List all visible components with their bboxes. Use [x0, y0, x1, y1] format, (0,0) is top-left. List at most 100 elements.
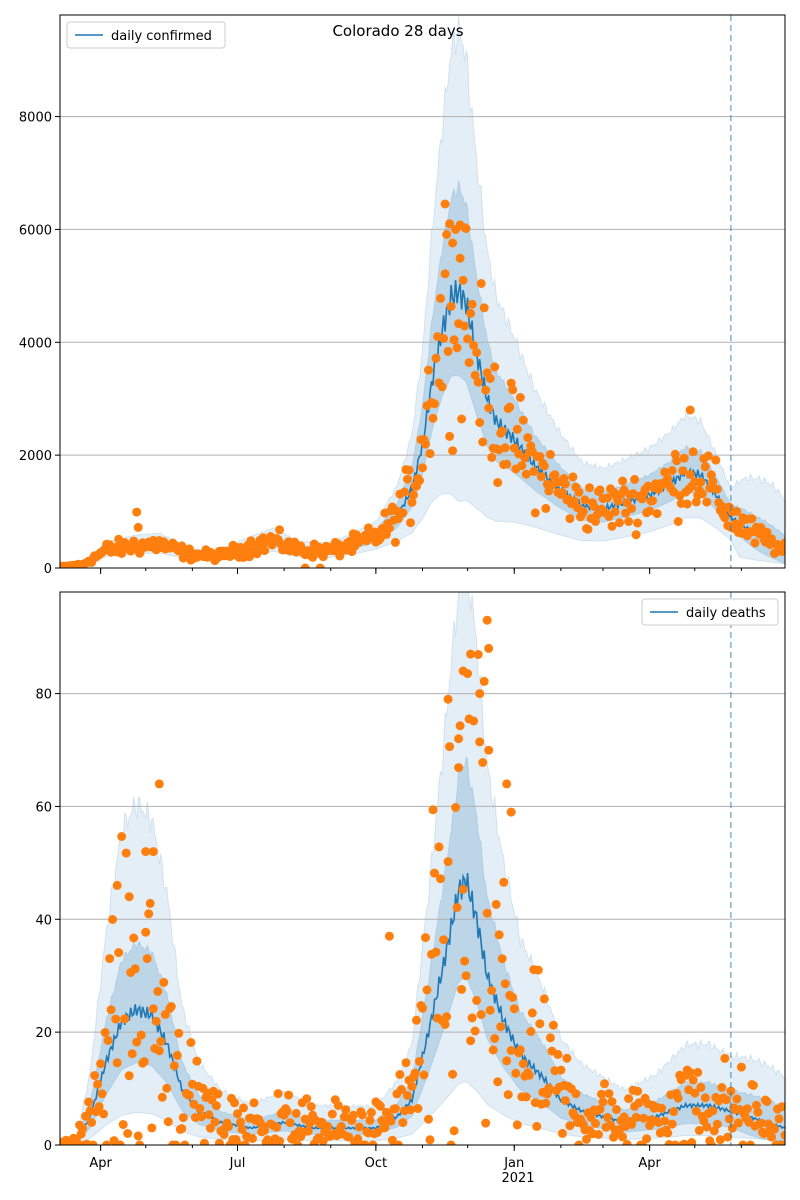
data-point — [219, 1130, 229, 1139]
data-point — [470, 370, 480, 380]
data-point — [545, 1033, 555, 1043]
data-point — [673, 517, 683, 526]
data-point — [610, 507, 620, 517]
data-point — [415, 476, 424, 486]
data-point — [624, 517, 634, 526]
data-point — [145, 898, 155, 908]
data-point — [541, 1098, 551, 1108]
data-point — [548, 1020, 558, 1030]
y-tick-label: 2000 — [19, 449, 52, 464]
data-point — [691, 1106, 701, 1116]
data-point — [413, 1104, 423, 1113]
legend: daily confirmed — [66, 21, 226, 49]
data-point — [424, 1114, 433, 1124]
data-point — [384, 523, 394, 533]
y-axis-ticks: 0 20 40 60 80 — [35, 688, 60, 1154]
data-point — [679, 1139, 689, 1145]
data-point — [517, 461, 527, 471]
data-point — [639, 1113, 649, 1123]
legend-box — [66, 21, 226, 49]
data-point — [667, 466, 677, 475]
data-point — [645, 506, 655, 516]
data-point — [509, 1004, 519, 1014]
data-point — [583, 524, 593, 534]
data-point — [574, 487, 584, 497]
data-point — [780, 1130, 785, 1140]
data-point — [124, 1071, 134, 1081]
data-point — [485, 374, 495, 383]
data-point — [642, 1134, 652, 1144]
data-point — [748, 1080, 758, 1090]
data-point — [700, 462, 710, 472]
data-point — [454, 734, 464, 744]
data-point — [703, 451, 713, 461]
data-point — [466, 308, 476, 318]
data-point — [633, 518, 643, 528]
data-point — [88, 1140, 98, 1145]
data-point — [762, 527, 772, 537]
data-point — [159, 977, 169, 987]
data-point — [439, 334, 449, 343]
data-point — [618, 476, 628, 486]
data-point — [106, 1005, 116, 1015]
data-point — [421, 933, 430, 943]
data-point — [690, 1088, 700, 1098]
data-point — [460, 223, 470, 233]
data-point — [697, 489, 707, 499]
data-point — [556, 1065, 566, 1075]
data-point — [553, 1049, 563, 1059]
data-point — [663, 1128, 673, 1138]
data-point — [445, 219, 455, 229]
data-point — [112, 880, 122, 890]
data-point — [496, 1022, 506, 1032]
data-point — [515, 393, 525, 402]
data-point — [129, 933, 139, 943]
x-axis-ticks — [100, 568, 742, 574]
data-point — [442, 230, 452, 239]
data-point — [184, 544, 194, 554]
data-point — [360, 1140, 370, 1145]
legend-box — [641, 598, 779, 626]
data-point — [448, 238, 458, 248]
data-point — [458, 275, 468, 285]
x-tick-label: Apr — [638, 1156, 661, 1171]
data-point — [470, 1026, 480, 1036]
data-point — [535, 1019, 545, 1029]
data-point — [733, 1118, 743, 1128]
data-point — [696, 1082, 706, 1092]
data-point — [144, 909, 154, 919]
data-point — [461, 971, 471, 981]
data-point — [393, 1140, 403, 1145]
data-point — [440, 1019, 450, 1029]
data-point — [306, 1102, 316, 1112]
data-point — [78, 1124, 88, 1133]
data-point — [762, 1097, 772, 1106]
data-point — [210, 1117, 220, 1127]
data-point — [390, 537, 400, 547]
data-point — [512, 424, 522, 434]
data-point — [421, 439, 430, 449]
data-point — [475, 737, 485, 747]
data-point — [750, 538, 760, 548]
data-point — [660, 1116, 670, 1126]
data-point — [398, 508, 408, 518]
data-point — [502, 459, 512, 469]
confidence-band — [60, 15, 785, 568]
data-point — [557, 1128, 567, 1138]
data-point — [130, 964, 140, 974]
data-point — [100, 1028, 110, 1037]
data-point — [121, 848, 131, 858]
data-point — [594, 1130, 603, 1139]
data-point — [702, 1122, 712, 1132]
data-point — [467, 299, 477, 309]
data-point — [434, 842, 444, 852]
data-point — [184, 1090, 194, 1100]
data-point — [747, 514, 757, 524]
data-point — [454, 763, 464, 773]
data-point — [585, 483, 594, 493]
data-point — [723, 1132, 733, 1142]
x-tick-label: Apr — [89, 1156, 112, 1171]
data-point — [415, 1056, 424, 1066]
data-point — [157, 1092, 167, 1102]
data-point — [436, 293, 445, 303]
